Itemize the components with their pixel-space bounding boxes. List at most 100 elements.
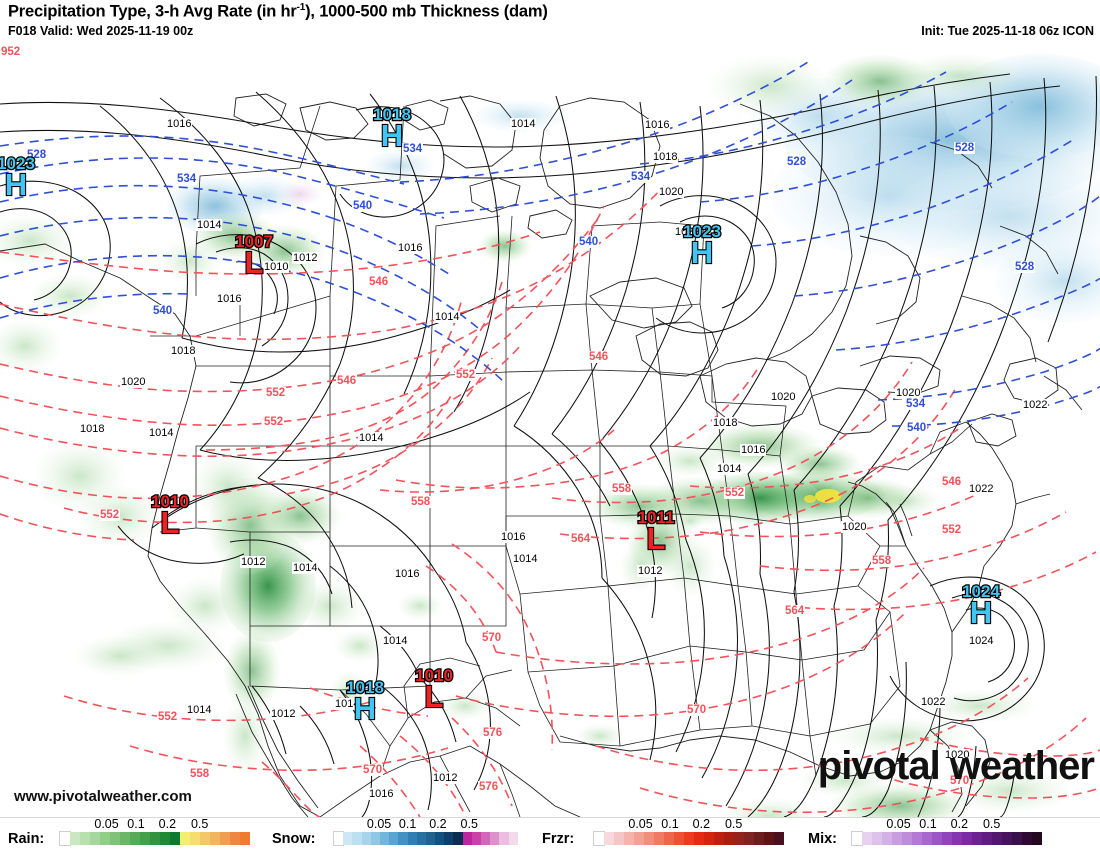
legend-tick-label: 0.2 <box>429 817 447 831</box>
legend-swatch <box>664 832 674 845</box>
legend-swatch <box>882 832 892 845</box>
isobar-label: 1018 <box>712 417 739 429</box>
isobar-label: 1014 <box>434 311 461 323</box>
legend-swatch <box>100 832 110 845</box>
legend-swatch <box>80 832 90 845</box>
isobar-label: 1016 <box>394 568 421 580</box>
thickness-cold-label: 528 <box>1014 261 1036 273</box>
legend-label: Snow: <box>272 831 316 847</box>
isobar-label: 1018 <box>79 423 106 435</box>
title-superscript: -1 <box>296 2 306 13</box>
isobar-label: 1022 <box>1022 399 1049 411</box>
legend-swatch <box>624 832 634 845</box>
thickness-warm-label: 546 <box>368 276 390 288</box>
legend-colorbar[interactable] <box>593 831 784 846</box>
legend-swatch <box>992 832 1002 845</box>
legend-swatch <box>120 832 130 845</box>
page-title: Precipitation Type, 3-h Avg Rate (in hr-… <box>8 2 548 22</box>
legend-tick-group: 0.05 0.1 0.2 0.5 <box>60 817 250 831</box>
legend-swatch <box>1012 832 1022 845</box>
thickness-warm-label: 552 <box>941 524 963 536</box>
legend-group-mix: Mix: 0.05 0.1 0.2 0.5 <box>808 817 1092 851</box>
legend-swatch <box>150 832 160 845</box>
thickness-warm-label: 570 <box>481 632 503 644</box>
legend-swatch <box>634 832 644 845</box>
legend-colorbar[interactable] <box>851 831 1042 846</box>
legend-swatch <box>962 832 972 845</box>
thickness-cold-label: 534 <box>402 143 424 155</box>
isobar-label: 1018 <box>652 151 679 163</box>
thickness-cold-label: 534 <box>176 173 198 185</box>
thickness-warm-label: 558 <box>189 768 211 780</box>
legend-swatch <box>932 832 942 845</box>
isobar-label: 1012 <box>270 708 297 720</box>
thickness-warm-label: 570 <box>362 764 384 776</box>
colorbar-legend: Rain: 0.05 0.1 0.2 0.5 Snow: 0.05 0.1 0.2 0.5 Frzr… <box>0 817 1100 851</box>
legend-swatch <box>70 832 80 845</box>
legend-swatch <box>774 832 784 845</box>
legend-tick-group: 0.05 0.1 0.2 0.5 <box>594 817 784 831</box>
legend-swatch <box>59 831 71 846</box>
legend-swatch <box>425 832 436 845</box>
isobar-label: 1022 <box>968 483 995 495</box>
legend-swatch <box>180 832 190 845</box>
legend-tick-label: 0.1 <box>919 817 937 831</box>
thickness-warm-label: 552 <box>263 416 285 428</box>
brand-watermark: pivotal weather <box>817 744 1095 788</box>
legend-swatch <box>332 831 345 846</box>
thickness-cold-label: 540 <box>578 236 600 248</box>
legend-swatch <box>130 832 140 845</box>
thickness-warm-label: 552 <box>157 711 179 723</box>
legend-swatch <box>694 832 704 845</box>
legend-swatch <box>704 832 714 845</box>
legend-swatch <box>644 832 654 845</box>
legend-colorbar[interactable] <box>332 831 518 846</box>
isobar-label: 1020 <box>658 186 685 198</box>
legend-swatch <box>230 832 240 845</box>
isobar-label: 1016 <box>397 242 424 254</box>
legend-swatch <box>942 832 952 845</box>
legend-swatch <box>764 832 774 845</box>
isobar-label: 1012 <box>240 556 267 568</box>
isobar-label: 1014 <box>186 704 213 716</box>
legend-swatch <box>734 832 744 845</box>
thickness-cold-label: 534 <box>630 171 652 183</box>
legend-swatch <box>744 832 754 845</box>
legend-swatch <box>862 832 872 845</box>
legend-swatch <box>379 832 390 845</box>
legend-swatch <box>1002 832 1012 845</box>
legend-tick-label: 0.2 <box>158 817 177 831</box>
legend-swatch <box>604 832 614 845</box>
isobar-label: 1014 <box>716 463 743 475</box>
thickness-warm-label: 576 <box>478 781 500 793</box>
thickness-warm-label: 552 <box>724 487 746 499</box>
legend-swatch <box>160 832 170 845</box>
map-canvas[interactable]: 1016 1014 1016 1018 1020 1022 1014 1010 1012 1016… <box>0 46 1100 817</box>
legend-swatch <box>220 832 230 845</box>
legend-swatch <box>110 832 120 845</box>
legend-colorbar[interactable] <box>59 831 250 846</box>
legend-swatch <box>952 832 962 845</box>
legend-swatch <box>389 832 399 845</box>
legend-swatch <box>343 832 353 845</box>
legend-swatch <box>754 832 764 845</box>
thickness-cold-label: 540 <box>906 422 928 434</box>
legend-swatch <box>90 832 100 845</box>
legend-swatch <box>210 832 220 845</box>
legend-swatch <box>490 832 500 845</box>
isobar-label: 1014 <box>512 553 539 565</box>
thickness-warm-label: 558 <box>410 496 432 508</box>
legend-swatch <box>922 832 932 845</box>
legend-tick-group: 0.05 0.1 0.2 0.5 <box>852 817 1042 831</box>
isobar-label: 1012 <box>637 565 664 577</box>
legend-tick-label: 0.5 <box>724 817 743 831</box>
thickness-warm-label: 546 <box>588 351 610 363</box>
isobar-label: 1016 <box>644 119 671 131</box>
legend-swatch <box>140 832 150 845</box>
legend-tick-label: 0.1 <box>127 817 145 831</box>
legend-swatch <box>352 832 362 845</box>
isobar-label: 1020 <box>895 387 922 399</box>
isobar-label: 1014 <box>292 562 319 574</box>
isobar-label: 1016 <box>166 118 193 130</box>
